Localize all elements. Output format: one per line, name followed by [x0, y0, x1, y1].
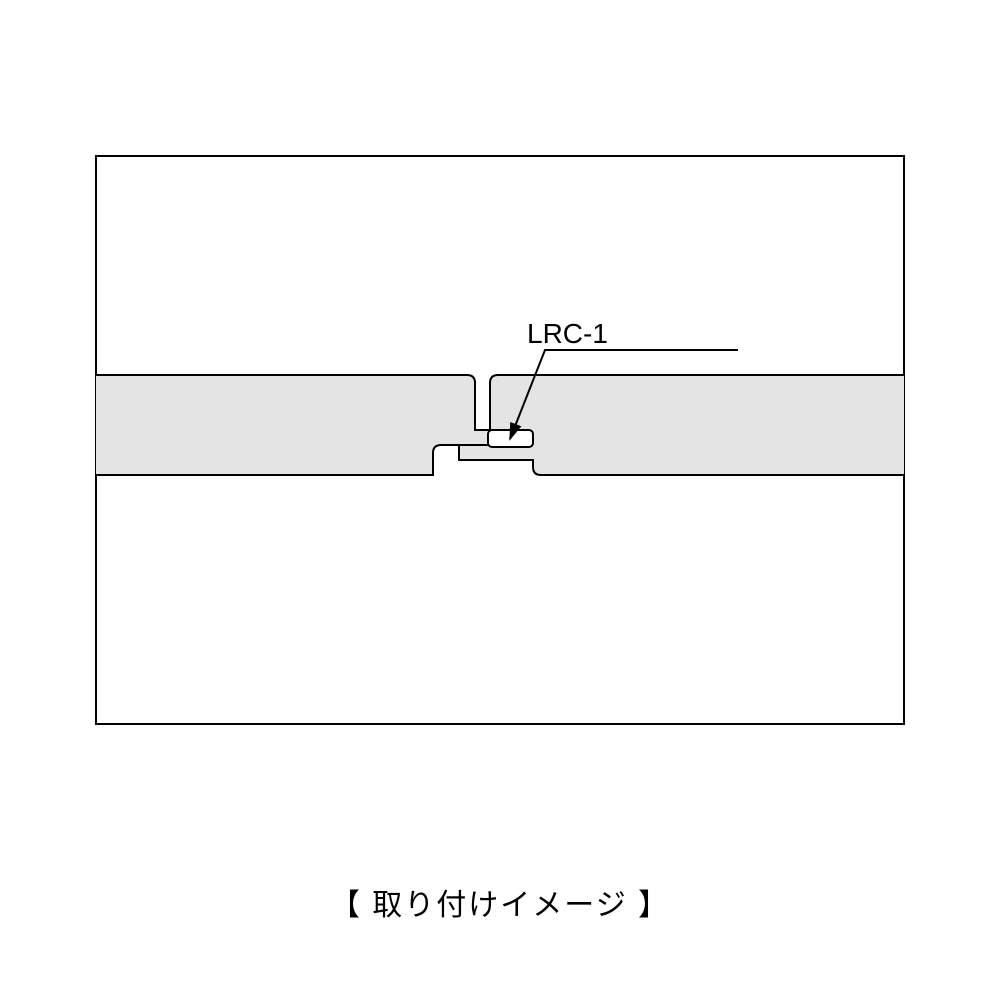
left-profile: [95, 375, 510, 475]
diagram-container: LRC-1: [95, 155, 905, 725]
technical-drawing-svg: [95, 155, 905, 725]
diagram-caption: 【 取り付けイメージ 】: [0, 880, 1000, 924]
right-profile: [459, 375, 905, 475]
part-label: LRC-1: [527, 318, 608, 350]
